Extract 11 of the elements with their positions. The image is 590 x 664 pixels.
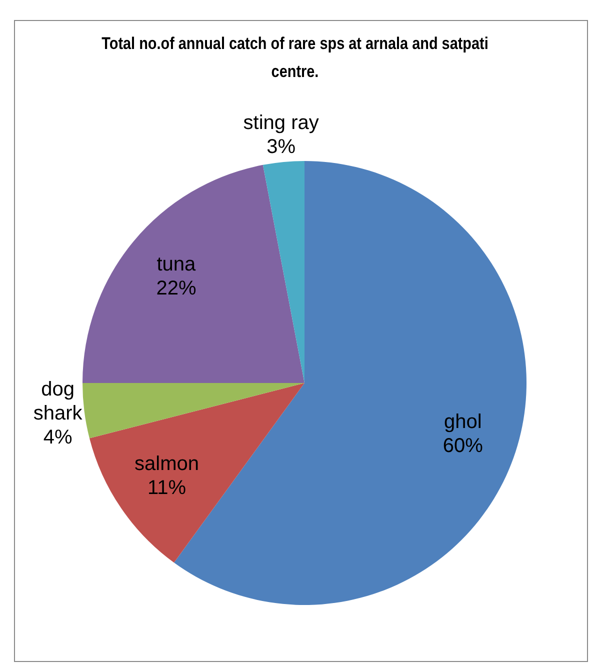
slice-label: tuna (156, 253, 197, 276)
data-label: 4% (43, 426, 72, 449)
slice-label: dog shark (33, 378, 84, 425)
data-label: 11% (148, 477, 186, 500)
slice-label: salmon (134, 453, 200, 476)
slice-label: sting ray (243, 112, 319, 134)
chart-title: Total no.of annual catch of rare sps at arnala and satpati centre. (100, 33, 490, 83)
data-label: 22% (156, 277, 196, 300)
slice-label: ghol (444, 410, 482, 433)
data-label: 60% (442, 434, 484, 457)
data-label: 3% (266, 136, 296, 158)
